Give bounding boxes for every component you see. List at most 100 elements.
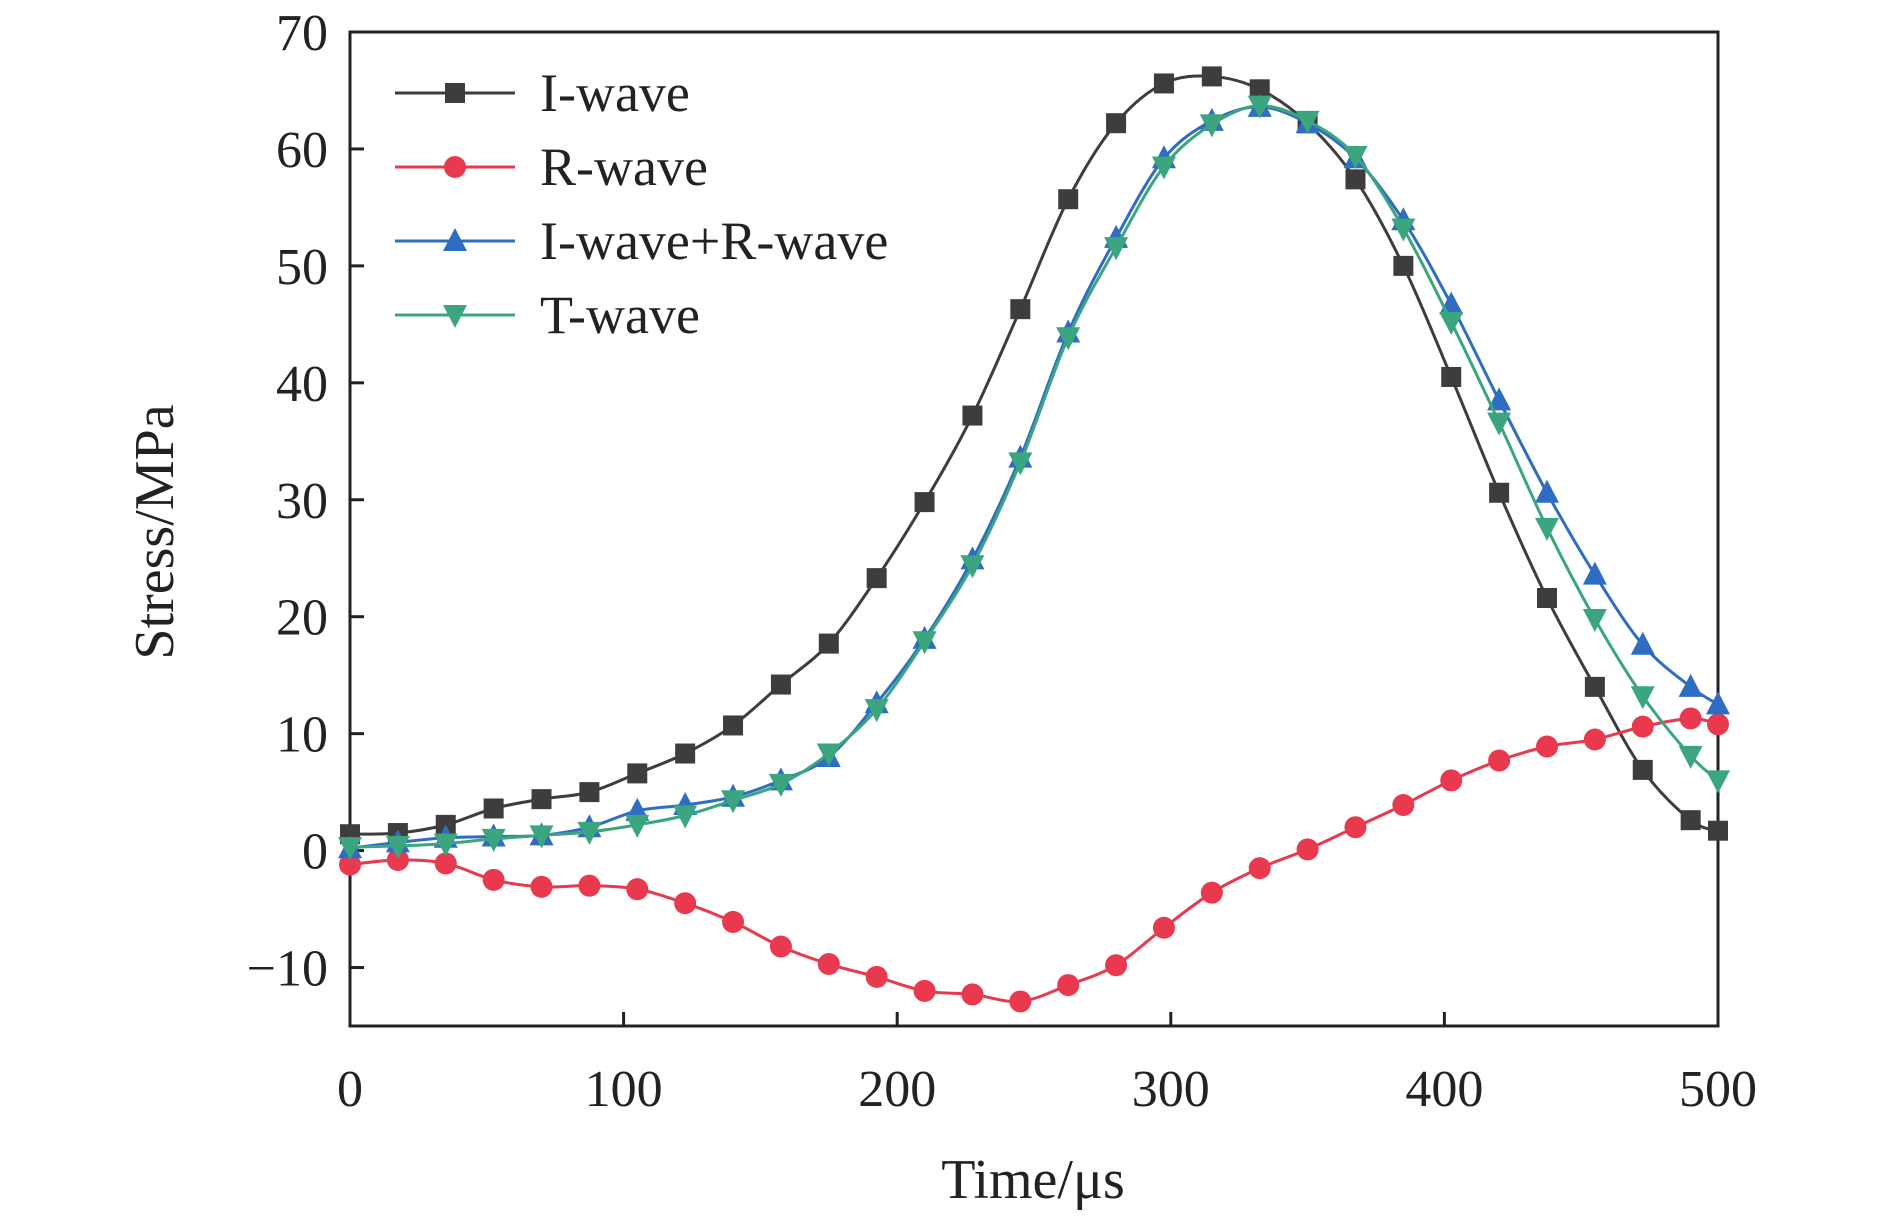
data-point-t-wave <box>721 790 746 814</box>
legend-item-t-wave: T-wave <box>395 285 700 345</box>
data-point-t-wave <box>1706 770 1730 794</box>
data-point-t-wave <box>1056 327 1081 351</box>
data-point-i-wave <box>675 743 696 764</box>
data-point-t-wave <box>1535 517 1559 541</box>
legend-label: I-wave+R-wave <box>540 211 888 271</box>
x-tick-label: 400 <box>1405 1061 1483 1118</box>
data-point-t-wave <box>433 833 458 857</box>
legend-label: R-wave <box>540 137 708 197</box>
data-point-r-wave <box>1296 838 1319 861</box>
data-point-t-wave <box>1199 114 1224 138</box>
y-tick-label: 70 <box>276 5 328 62</box>
y-tick-label: −10 <box>247 941 328 998</box>
x-axis-title: Time/μs <box>941 1149 1125 1211</box>
y-tick-label: 40 <box>276 356 328 413</box>
data-point-i-wave <box>962 405 983 426</box>
data-point-i-wave-r-wave <box>1582 561 1607 585</box>
data-point-i-wave <box>1393 255 1414 276</box>
data-point-t-wave <box>768 773 793 797</box>
data-point-i-wave <box>723 715 744 736</box>
data-point-t-wave <box>1487 412 1512 436</box>
data-point-t-wave <box>481 828 506 852</box>
data-point-t-wave <box>625 814 650 838</box>
data-point-i-wave <box>1708 820 1728 841</box>
data-point-t-wave <box>673 805 698 829</box>
data-point-i-wave <box>531 789 552 810</box>
data-point-t-wave <box>577 821 602 845</box>
data-point-r-wave <box>1707 713 1729 736</box>
data-point-t-wave <box>1630 686 1655 710</box>
legend-label: T-wave <box>540 285 700 345</box>
data-point-i-wave-r-wave <box>1535 479 1559 503</box>
data-point-r-wave <box>1344 816 1367 839</box>
data-point-r-wave <box>865 965 888 988</box>
data-point-i-wave <box>1249 79 1270 100</box>
data-point-r-wave <box>1488 749 1511 772</box>
x-tick-label: 200 <box>858 1061 936 1118</box>
data-point-r-wave <box>1631 715 1654 738</box>
data-point-r-wave <box>1440 769 1463 792</box>
data-point-i-wave <box>1010 299 1031 320</box>
data-point-t-wave <box>960 555 985 579</box>
data-point-r-wave <box>1248 857 1271 880</box>
data-point-r-wave <box>1392 793 1415 816</box>
x-tick-label: 500 <box>1679 1061 1757 1118</box>
legend-label: I-wave <box>540 63 690 123</box>
data-point-i-wave-r-wave <box>1487 387 1512 411</box>
y-tick-label: 30 <box>276 473 328 530</box>
data-point-r-wave <box>913 979 936 1002</box>
data-point-i-wave <box>1058 189 1079 210</box>
data-point-r-wave <box>530 875 553 898</box>
data-point-i-wave <box>818 633 839 654</box>
data-point-r-wave <box>674 892 697 915</box>
data-point-t-wave <box>1439 312 1464 336</box>
series-t-wave <box>338 95 1730 861</box>
data-point-r-wave <box>1536 735 1558 758</box>
data-point-t-wave <box>385 835 410 859</box>
data-point-r-wave <box>722 910 745 933</box>
data-point-i-wave <box>866 568 887 589</box>
series-i-wave-r-wave <box>338 93 1730 859</box>
y-axis-label: Stress/MPa <box>124 404 186 659</box>
data-point-i-wave <box>1201 66 1222 87</box>
x-tick-label: 300 <box>1132 1061 1210 1118</box>
data-point-r-wave <box>482 868 505 891</box>
y-tick-label: 60 <box>276 122 328 179</box>
data-point-r-wave <box>961 983 984 1006</box>
data-point-i-wave <box>1153 73 1174 94</box>
data-point-i-wave-r-wave <box>1706 691 1730 715</box>
y-tick-label: 0 <box>302 824 328 881</box>
legend-marker <box>443 228 467 251</box>
data-point-t-wave <box>816 743 841 767</box>
data-point-r-wave <box>1105 954 1128 977</box>
x-tick-label: 0 <box>337 1061 363 1118</box>
legend: I-wave R-wave I-wave+R-wave T-wave <box>395 63 888 345</box>
data-point-i-wave <box>1537 587 1557 608</box>
plot-area: 0 100 200 300 400 500 −10 0 10 20 30 40 50 60 70 <box>247 5 1757 1118</box>
data-point-r-wave <box>626 878 649 901</box>
data-point-r-wave <box>386 848 409 871</box>
data-point-t-wave <box>1247 95 1272 119</box>
data-point-i-wave <box>1441 366 1462 387</box>
data-point-t-wave <box>864 699 889 723</box>
data-point-t-wave <box>1391 218 1416 242</box>
data-point-r-wave <box>817 953 840 976</box>
plot-frame <box>348 30 1720 1028</box>
legend-item-r-wave: R-wave <box>395 137 708 197</box>
x-axis-label: Time/μs <box>941 1149 1125 1211</box>
data-point-i-wave <box>1584 676 1605 697</box>
legend-marker <box>444 156 466 178</box>
data-point-r-wave <box>769 935 792 958</box>
data-point-i-wave-r-wave <box>1630 631 1655 655</box>
data-point-r-wave <box>339 853 361 876</box>
data-point-r-wave <box>1057 974 1080 997</box>
data-point-i-wave <box>483 798 504 819</box>
data-point-t-wave <box>338 837 362 861</box>
legend-item-i-wave-r-wave: I-wave+R-wave <box>395 211 888 271</box>
x-tick-label: 100 <box>585 1061 663 1118</box>
data-point-t-wave <box>1343 145 1368 169</box>
data-point-i-wave <box>1345 169 1366 190</box>
data-point-r-wave <box>1152 916 1175 939</box>
data-point-r-wave <box>1679 707 1702 730</box>
